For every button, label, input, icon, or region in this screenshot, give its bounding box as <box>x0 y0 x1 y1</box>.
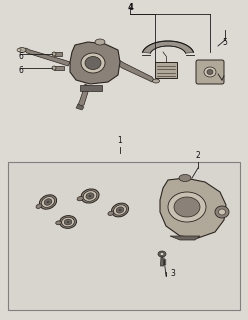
Ellipse shape <box>168 192 206 222</box>
Ellipse shape <box>85 57 101 69</box>
Ellipse shape <box>62 217 74 227</box>
Polygon shape <box>160 178 226 238</box>
Text: 6: 6 <box>18 66 23 75</box>
Ellipse shape <box>18 47 26 52</box>
Text: 2: 2 <box>196 151 200 160</box>
Text: 4: 4 <box>127 3 133 12</box>
FancyBboxPatch shape <box>196 60 224 84</box>
FancyBboxPatch shape <box>155 62 177 78</box>
Ellipse shape <box>81 189 99 203</box>
Ellipse shape <box>153 79 159 83</box>
Ellipse shape <box>36 204 42 208</box>
Ellipse shape <box>44 199 52 205</box>
Text: 6: 6 <box>18 52 23 60</box>
Ellipse shape <box>207 69 213 75</box>
FancyBboxPatch shape <box>80 85 102 91</box>
Polygon shape <box>70 42 120 84</box>
Ellipse shape <box>52 66 56 70</box>
Ellipse shape <box>158 251 166 257</box>
FancyBboxPatch shape <box>54 52 62 56</box>
Ellipse shape <box>60 216 76 228</box>
Polygon shape <box>118 60 154 82</box>
Polygon shape <box>163 260 166 261</box>
Polygon shape <box>76 104 84 110</box>
Ellipse shape <box>67 221 69 223</box>
Ellipse shape <box>56 221 62 225</box>
Text: 3: 3 <box>170 269 175 278</box>
Ellipse shape <box>52 52 56 56</box>
FancyBboxPatch shape <box>54 66 64 70</box>
Polygon shape <box>160 257 163 266</box>
Ellipse shape <box>89 195 91 197</box>
Ellipse shape <box>41 196 55 207</box>
Polygon shape <box>163 261 166 263</box>
Ellipse shape <box>83 191 97 201</box>
Ellipse shape <box>77 196 83 201</box>
Ellipse shape <box>86 193 94 199</box>
Ellipse shape <box>95 39 105 45</box>
Ellipse shape <box>17 49 21 52</box>
Bar <box>8 162 240 310</box>
Polygon shape <box>170 236 200 240</box>
Text: 1: 1 <box>118 136 122 145</box>
Ellipse shape <box>108 211 114 215</box>
Ellipse shape <box>47 201 49 203</box>
Ellipse shape <box>64 219 72 225</box>
Ellipse shape <box>218 209 225 215</box>
Ellipse shape <box>215 206 229 218</box>
Ellipse shape <box>116 207 124 213</box>
Text: 5: 5 <box>222 37 227 46</box>
Polygon shape <box>78 84 89 106</box>
Polygon shape <box>24 48 70 66</box>
Ellipse shape <box>114 205 126 215</box>
Ellipse shape <box>111 203 128 217</box>
Polygon shape <box>143 41 193 53</box>
Polygon shape <box>163 263 166 265</box>
Ellipse shape <box>179 174 191 181</box>
Ellipse shape <box>174 197 200 217</box>
Ellipse shape <box>119 209 121 211</box>
Ellipse shape <box>39 195 57 209</box>
Ellipse shape <box>204 67 216 77</box>
Ellipse shape <box>81 53 105 73</box>
Ellipse shape <box>160 252 164 255</box>
